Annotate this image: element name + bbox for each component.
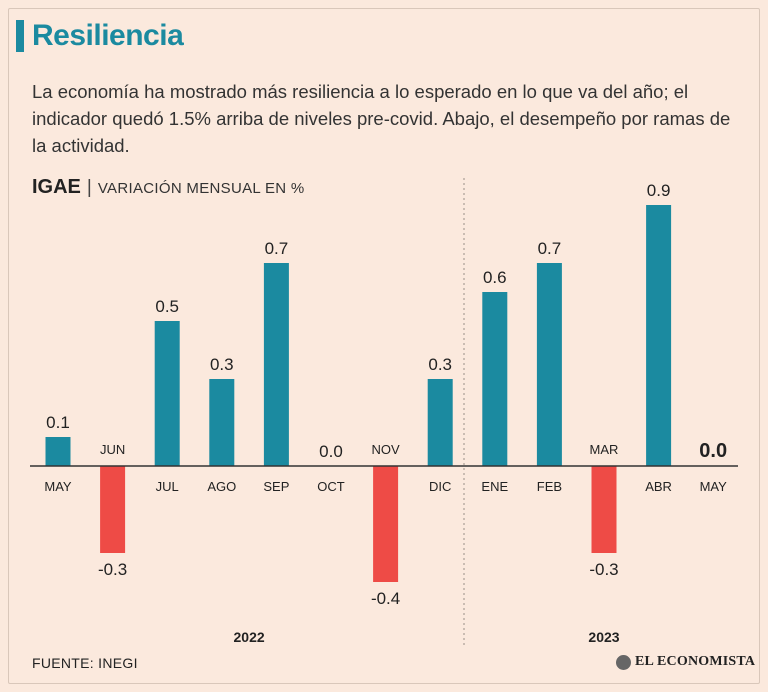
- brand-circle-icon: [616, 654, 631, 670]
- source-note: FUENTE: INEGI: [32, 655, 138, 671]
- chart-name: IGAE: [32, 176, 81, 198]
- value-label: 0.0: [699, 440, 727, 462]
- bar-abr-11: [646, 205, 672, 466]
- category-label: SEP: [263, 479, 289, 494]
- chart-heading: IGAE | VARIACIÓN MENSUAL EN %: [32, 176, 304, 199]
- category-label: ENE: [481, 479, 508, 494]
- page-title: Resiliencia: [32, 19, 184, 52]
- bar-jun-1: [100, 466, 126, 553]
- category-label: FEB: [537, 479, 562, 494]
- category-label: MAY: [700, 479, 728, 494]
- bar-mar-10: [591, 466, 617, 553]
- brand-logo: EL ECONOMISTA: [616, 654, 755, 670]
- year-label-2022: 2022: [234, 629, 265, 645]
- category-label: OCT: [317, 479, 345, 494]
- category-label: ABR: [645, 479, 672, 494]
- bar-nov-6: [373, 466, 399, 582]
- category-label: NOV: [372, 442, 401, 457]
- value-label: 0.6: [483, 268, 507, 287]
- category-label: MAY: [44, 479, 72, 494]
- value-label: -0.3: [589, 560, 618, 579]
- value-label: 0.5: [155, 297, 179, 316]
- bar-may-0: [45, 437, 71, 466]
- value-label: -0.4: [371, 589, 400, 608]
- value-label: 0.0: [319, 442, 343, 461]
- bar-jul-2: [154, 321, 180, 466]
- title-accent-bar: [16, 20, 24, 52]
- card-frame: [8, 8, 760, 684]
- value-label: 0.3: [210, 355, 234, 374]
- intro-text: La economía ha mostrado más resiliencia …: [32, 81, 731, 156]
- category-label: AGO: [207, 479, 236, 494]
- value-label: 0.9: [647, 181, 671, 200]
- category-label: JUL: [156, 479, 179, 494]
- value-label: 0.7: [538, 239, 562, 258]
- category-label: MAR: [590, 442, 619, 457]
- value-label: 0.7: [265, 239, 289, 258]
- bar-dic-7: [427, 379, 453, 466]
- value-label: 0.3: [428, 355, 452, 374]
- bar-ago-3: [209, 379, 235, 466]
- brand-name: EL ECONOMISTA: [635, 654, 756, 669]
- value-label: -0.3: [98, 560, 127, 579]
- value-label: 0.1: [46, 413, 70, 432]
- chart-subtitle: VARIACIÓN MENSUAL EN %: [97, 180, 305, 197]
- title-block: Resiliencia: [16, 18, 184, 54]
- chart-heading-separator: |: [86, 177, 92, 198]
- bar-feb-9: [536, 263, 562, 466]
- bar-sep-4: [263, 263, 289, 466]
- category-label: JUN: [100, 442, 125, 457]
- year-label-2023: 2023: [588, 629, 619, 645]
- category-label: DIC: [429, 479, 451, 494]
- bar-ene-8: [482, 292, 508, 466]
